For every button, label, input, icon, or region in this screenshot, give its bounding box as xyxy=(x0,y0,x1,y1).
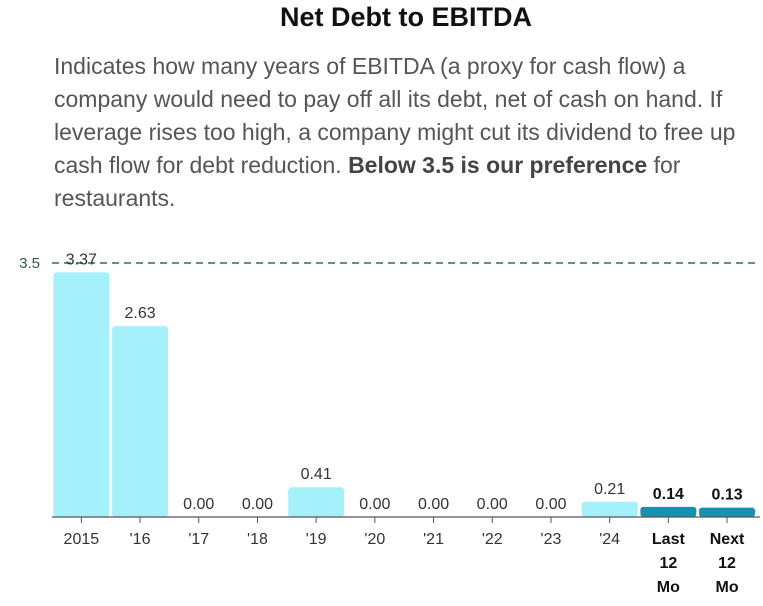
description-bold: Below 3.5 is our preference xyxy=(348,152,648,178)
x-tick-label-5: '20 xyxy=(364,531,385,548)
description-text: Indicates how many years of EBITDA (a pr… xyxy=(54,53,736,178)
description-tail: for restaurants. xyxy=(54,152,681,211)
value-label-4: 0.41 xyxy=(301,466,332,483)
bar-9 xyxy=(581,501,638,517)
x-tick-label-3: '18 xyxy=(247,531,268,548)
x-tick-label-2: '17 xyxy=(188,531,209,548)
x-tick-label-6: '21 xyxy=(423,531,444,548)
value-label-9: 0.21 xyxy=(594,481,625,498)
bar-0 xyxy=(53,272,110,517)
value-label-8: 0.00 xyxy=(535,496,566,513)
x-tick-label-8: '23 xyxy=(541,531,562,548)
bar-1 xyxy=(112,326,169,517)
chart-title: Net Debt to EBITDA xyxy=(280,2,532,32)
x-tick-label-4: '19 xyxy=(306,531,327,548)
value-label-2: 0.00 xyxy=(183,496,214,513)
bar-11 xyxy=(699,507,756,517)
value-label-6: 0.00 xyxy=(418,496,449,513)
x-tick-label-1: '16 xyxy=(130,531,151,548)
value-label-1: 2.63 xyxy=(124,305,155,322)
reference-line-label: 3.5 xyxy=(19,255,40,272)
x-tick-label-7: '22 xyxy=(482,531,503,548)
chart-description: Indicates how many years of EBITDA (a pr… xyxy=(54,50,744,215)
value-label-7: 0.00 xyxy=(477,496,508,513)
x-tick-label-11: Next 12 Mo xyxy=(710,531,745,596)
value-label-3: 0.00 xyxy=(242,496,273,513)
x-tick-label-10: Last 12 Mo xyxy=(652,531,686,596)
x-tick-label-0: 2015 xyxy=(64,531,100,548)
x-tick-label-9: '24 xyxy=(599,531,620,548)
value-label-0: 3.37 xyxy=(66,251,97,268)
value-label-11: 0.13 xyxy=(711,487,742,504)
value-label-10: 0.14 xyxy=(653,486,684,503)
bar-10 xyxy=(640,506,697,517)
bar-4 xyxy=(288,487,345,517)
value-label-5: 0.00 xyxy=(359,496,390,513)
